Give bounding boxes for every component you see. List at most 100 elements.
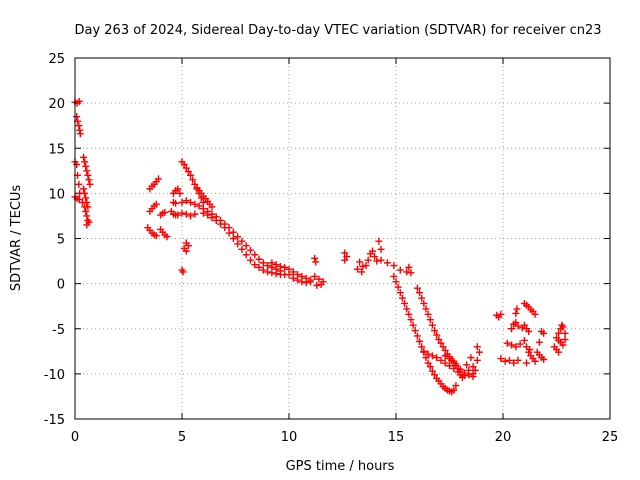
data-point <box>371 253 379 261</box>
data-point <box>501 357 509 365</box>
data-point <box>75 122 83 130</box>
data-point <box>259 259 267 267</box>
data-point <box>184 242 192 250</box>
data-point <box>251 251 259 259</box>
data-point <box>420 299 428 307</box>
data-point <box>76 130 84 138</box>
data-point <box>424 359 432 367</box>
data-point <box>174 211 182 219</box>
data-point <box>405 263 413 271</box>
data-point <box>195 202 203 210</box>
data-point <box>394 283 402 291</box>
data-point <box>450 386 458 394</box>
data-point <box>178 198 186 206</box>
data-point <box>439 343 447 351</box>
data-point <box>403 268 411 276</box>
data-point <box>163 233 171 241</box>
data-points <box>71 97 569 396</box>
data-point <box>182 247 190 255</box>
data-point <box>398 294 406 302</box>
data-point <box>234 240 242 248</box>
x-tick-label: 15 <box>388 430 405 445</box>
data-point <box>294 276 302 284</box>
data-point <box>289 268 297 276</box>
data-point <box>251 261 259 269</box>
series-arc-u <box>520 299 548 363</box>
data-point <box>289 274 297 282</box>
data-point <box>450 364 458 372</box>
data-point <box>426 316 434 324</box>
data-point <box>238 237 246 245</box>
data-point <box>523 359 531 367</box>
data-point <box>246 246 254 254</box>
data-point <box>180 160 188 168</box>
data-point <box>82 162 90 170</box>
data-point <box>208 214 216 222</box>
data-point <box>396 266 404 274</box>
data-point <box>191 210 199 218</box>
data-point <box>73 113 81 121</box>
series-arc-l <box>268 254 327 289</box>
data-point <box>418 343 426 351</box>
data-point <box>452 360 460 368</box>
data-point <box>424 310 432 318</box>
data-point <box>187 212 195 220</box>
data-point <box>373 257 381 265</box>
data-point <box>255 263 263 271</box>
data-point <box>452 382 460 390</box>
data-point <box>255 255 263 263</box>
data-point <box>242 251 250 259</box>
series-arc-e <box>144 224 171 241</box>
data-point <box>475 348 483 356</box>
data-point <box>407 269 415 277</box>
data-point <box>187 198 195 206</box>
data-point <box>377 245 385 253</box>
data-point <box>191 180 199 188</box>
data-point <box>86 180 94 188</box>
data-point <box>268 259 276 267</box>
data-point <box>390 262 398 270</box>
data-point <box>356 258 364 266</box>
data-point <box>83 212 91 220</box>
data-point <box>437 356 445 364</box>
data-point <box>413 284 421 292</box>
data-point <box>559 341 567 349</box>
data-point <box>85 218 93 226</box>
data-point <box>413 332 421 340</box>
data-point <box>78 198 86 206</box>
data-point <box>401 299 409 307</box>
data-point <box>513 305 521 313</box>
x-tick-label: 0 <box>71 430 79 445</box>
data-point <box>424 350 432 358</box>
data-point <box>313 281 321 289</box>
data-point <box>463 361 471 369</box>
data-point <box>311 254 319 262</box>
series-arc-j <box>199 209 293 279</box>
data-point <box>418 294 426 302</box>
data-point <box>422 305 430 313</box>
data-point <box>238 245 246 253</box>
data-point <box>555 329 563 337</box>
data-point <box>276 262 284 270</box>
x-tick-label: 10 <box>281 430 298 445</box>
data-point <box>437 339 445 347</box>
data-point <box>82 194 90 202</box>
data-point <box>441 359 449 367</box>
series-arc-h <box>193 184 216 211</box>
data-point <box>83 167 91 175</box>
data-point <box>465 366 473 374</box>
data-point <box>187 171 195 179</box>
data-point <box>510 359 518 367</box>
data-point <box>456 365 464 373</box>
data-point <box>540 355 548 363</box>
data-point <box>75 180 83 188</box>
data-point <box>264 268 272 276</box>
data-point <box>80 153 88 161</box>
data-point <box>426 363 434 371</box>
data-point <box>311 272 319 280</box>
data-point <box>433 354 441 362</box>
data-point <box>431 327 439 335</box>
x-tick-label: 25 <box>602 430 619 445</box>
data-point <box>191 200 199 208</box>
data-point <box>561 336 569 344</box>
